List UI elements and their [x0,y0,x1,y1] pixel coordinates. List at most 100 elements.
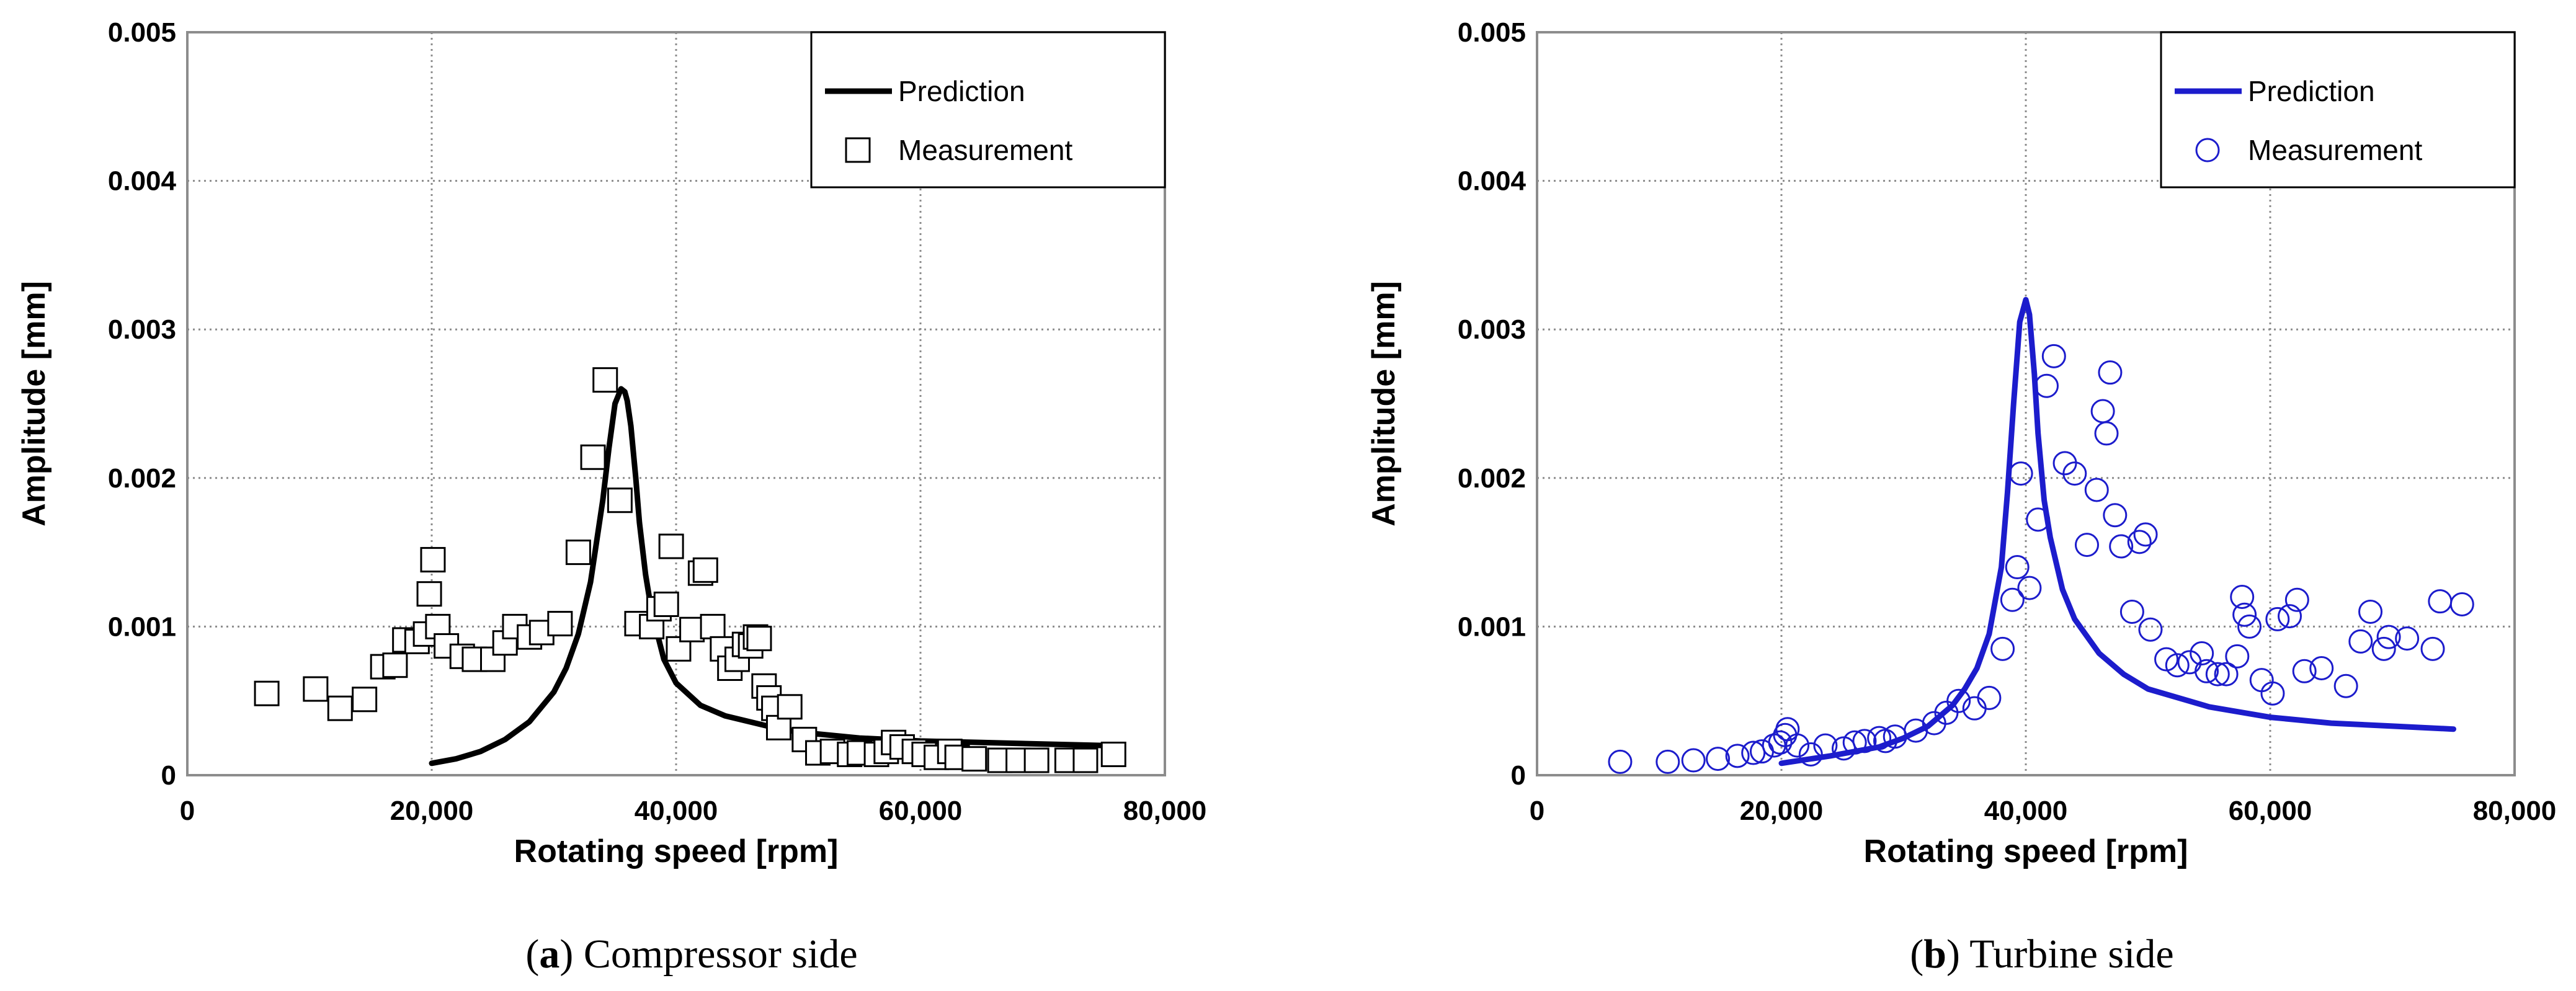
measurement-point [765,714,791,740]
y-tick-label: 0.002 [108,463,176,494]
measurement-point [1706,747,1731,771]
measurement-point [2094,421,2119,446]
measurement-point [2154,647,2179,672]
measurement-point [420,547,446,573]
measurement-point [382,652,408,678]
y-tick-label: 0.005 [1458,17,1526,48]
y-tick-label: 0.001 [108,611,176,642]
y-axis-label: Amplitude [mm] [16,281,52,527]
legend-label-prediction: Prediction [2248,75,2375,107]
measurement-point [565,540,591,566]
measurement-point [1813,733,1838,758]
legend-label-measurement: Measurement [2248,134,2422,166]
measurement-point [2309,655,2334,680]
measurement-point [2041,344,2066,368]
measurement-point [2395,626,2420,651]
measurement-point [2195,659,2219,683]
measurement-point [2420,636,2445,661]
legend-label-measurement: Measurement [898,134,1072,166]
measurement-point [658,533,684,559]
measurement-point [2034,373,2059,398]
measurement-point [2232,602,2257,627]
measurement-point [2284,587,2309,612]
measurement-point [1656,749,1680,774]
y-tick-label: 0.004 [108,166,177,197]
measurement-point [1023,747,1050,773]
caption: (b) Turbine side [1910,931,2173,977]
measurement-point [2026,507,2051,532]
measurement-point [2084,478,2109,502]
measurement-point [2358,599,2383,624]
y-tick-label: 0 [1511,760,1526,791]
y-tick-label: 0.003 [108,314,176,345]
measurement-point [1842,730,1867,755]
measurement-point [2237,614,2262,639]
measurement-point [303,676,329,702]
measurement-point [2292,659,2317,683]
measurement-point [1977,685,2002,710]
measurement-point [2098,360,2123,385]
measurement-point [961,746,987,772]
measurement-point [1741,740,1766,765]
measurement-point [746,626,772,652]
measurement-point [1608,749,1633,774]
measurement-point [2119,599,2144,624]
measurement-point [2008,461,2033,486]
measurement-point [2000,587,2025,612]
x-tick-label: 0 [180,796,195,826]
measurement-point [327,695,353,721]
measurement-point [2333,673,2358,698]
chart-panel-turbine: 0 0.001 0.002 0.003 0.004 0.005 0 20,000 40,000… [1366,17,2556,977]
y-tick-label: 0.005 [108,17,176,48]
y-tick-label: 0.001 [1458,611,1526,642]
measurement-point [2230,584,2255,609]
legend-marker-symbol [2195,138,2220,162]
measurement-point [1681,748,1706,773]
measurement-point [2075,533,2099,558]
measurement-point [416,581,442,607]
x-axis-label: Rotating speed [rpm] [1864,833,2188,869]
legend-marker-swatch [845,137,871,163]
x-tick-label: 60,000 [879,796,963,826]
y-tick-label: 0.002 [1458,463,1526,494]
legend: Prediction Measurement [810,31,1166,189]
x-tick-label: 0 [1530,796,1544,826]
measurement-point [2278,604,2302,629]
measurement-point [653,591,679,617]
measurement-point [679,616,705,642]
legend: Prediction Measurement [2160,31,2516,189]
measurement-point [1831,736,1856,761]
prediction-line [1778,296,2456,767]
x-tick-label: 80,000 [2473,796,2557,826]
measurement-point [700,613,726,639]
measurement-point [2265,607,2290,631]
measurement-point [1946,688,1971,713]
y-tick-label: 0 [161,760,176,791]
x-tick-label: 40,000 [1984,796,2068,826]
measurement-point [352,687,378,713]
measurement-point [1852,729,1877,753]
x-tick-label: 60,000 [2229,796,2312,826]
measurement-point [2348,629,2373,654]
y-tick-label: 0.004 [1458,166,1526,197]
measurement-point [2371,636,2396,661]
measurement-point [666,636,692,662]
measurement-point [2133,522,2158,547]
x-tick-label: 40,000 [635,796,718,826]
measurement-point [2109,534,2134,559]
measurement-point [2138,617,2163,642]
measurement-point [607,487,633,513]
y-tick-label: 0.003 [1458,314,1526,345]
x-tick-label: 80,000 [1123,796,1207,826]
measurement-point [1990,636,2015,661]
x-axis-label: Rotating speed [rpm] [514,833,839,869]
measurement-point [777,694,803,720]
measurement-point [2127,530,2152,554]
caption: (a) Compressor side [525,931,857,977]
measurement-point [1725,744,1750,768]
measurement-point [2205,662,2230,687]
measurement-point [2165,653,2190,678]
legend-marker-swatch [2195,138,2220,162]
measurement-point [2214,662,2239,687]
